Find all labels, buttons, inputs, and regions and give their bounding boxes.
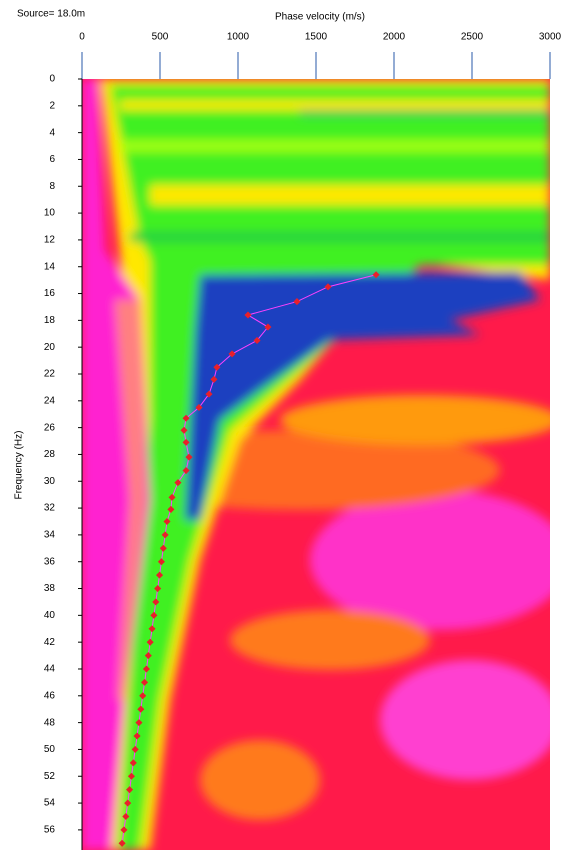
y-tick-label: 4 <box>49 127 55 138</box>
y-tick-label: 12 <box>44 235 56 246</box>
x-tick-label: 1500 <box>305 32 328 43</box>
y-tick-label: 26 <box>44 422 56 433</box>
y-tick-label: 38 <box>44 583 56 594</box>
y-tick-label: 16 <box>44 288 56 299</box>
y-tick-label: 10 <box>44 208 56 219</box>
y-tick-label: 14 <box>44 261 56 272</box>
y-tick-label: 34 <box>44 530 56 541</box>
y-tick-label: 48 <box>44 717 56 728</box>
y-tick-label: 18 <box>44 315 56 326</box>
y-tick-label: 20 <box>44 342 56 353</box>
y-tick-label: 24 <box>44 395 56 406</box>
y-tick-label: 22 <box>44 369 56 380</box>
y-tick-label: 36 <box>44 556 56 567</box>
x-tick-label: 1000 <box>227 32 250 43</box>
y-tick-label: 52 <box>44 771 56 782</box>
y-tick-label: 44 <box>44 664 56 675</box>
y-tick-label: 50 <box>44 744 56 755</box>
chart: Source= 18.0m Phase velocity (m/s) Frequ… <box>0 0 568 850</box>
dispersion-image <box>82 79 568 850</box>
y-tick-label: 54 <box>44 798 56 809</box>
y-tick-label: 46 <box>44 690 56 701</box>
y-tick-label: 30 <box>44 476 56 487</box>
x-tick-label: 2500 <box>461 32 484 43</box>
x-tick-label: 2000 <box>383 32 406 43</box>
y-tick-label: 42 <box>44 637 56 648</box>
x-axis-label: Phase velocity (m/s) <box>275 12 365 23</box>
y-axis-label: Frequency (Hz) <box>14 431 25 500</box>
y-tick-label: 2 <box>49 100 55 111</box>
x-tick-label: 500 <box>152 32 169 43</box>
y-tick-label: 28 <box>44 449 56 460</box>
chart-title: Source= 18.0m <box>17 9 85 20</box>
y-tick-label: 32 <box>44 503 56 514</box>
y-tick-label: 40 <box>44 610 56 621</box>
y-tick-label: 8 <box>49 181 55 192</box>
y-tick-label: 6 <box>49 154 55 165</box>
x-tick-label: 0 <box>79 32 85 43</box>
y-tick-label: 0 <box>49 74 55 85</box>
x-tick-label: 3000 <box>539 32 562 43</box>
y-tick-label: 56 <box>44 825 56 836</box>
